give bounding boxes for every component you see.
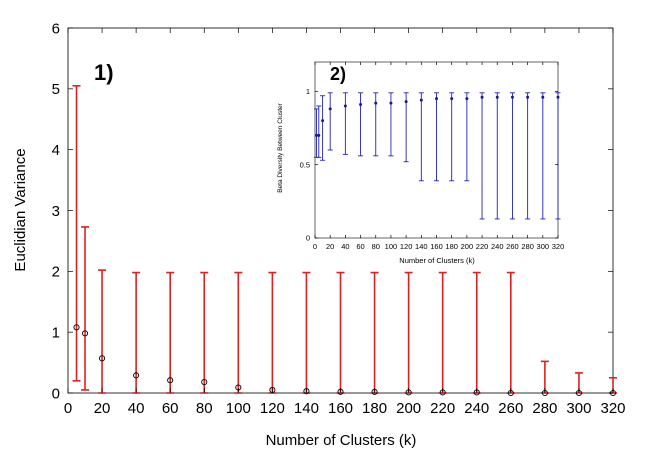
inset-data-point bbox=[315, 133, 319, 137]
main-x-tick-label: 60 bbox=[162, 400, 179, 417]
inset-data-point bbox=[321, 119, 325, 123]
inset-data-point bbox=[359, 103, 363, 107]
inset-y-tick-label: 0 bbox=[306, 234, 310, 243]
main-x-tick-label: 20 bbox=[94, 400, 111, 417]
inset-x-tick-label: 60 bbox=[356, 242, 364, 251]
inset-data-point bbox=[404, 100, 408, 104]
main-y-tick-label: 2 bbox=[52, 264, 60, 281]
inset-x-tick-label: 240 bbox=[491, 242, 504, 251]
main-y-tick-label: 3 bbox=[52, 203, 60, 220]
main-x-ticks: 0 20 40 60 80 100 120 140 160 180 200 220 240 260 280 3… bbox=[64, 28, 626, 417]
main-x-tick-label: 200 bbox=[396, 400, 421, 417]
inset-x-tick-label: 300 bbox=[537, 242, 550, 251]
main-y-tick-label: 0 bbox=[52, 385, 60, 402]
inset-x-tick-label: 140 bbox=[415, 242, 428, 251]
inset-data-point bbox=[510, 95, 514, 99]
inset-errorbars bbox=[314, 92, 561, 220]
inset-panel-label: 2) bbox=[330, 64, 346, 84]
inset-x-tick-label: 260 bbox=[506, 242, 519, 251]
main-data-point bbox=[81, 330, 89, 337]
inset-x-tick-label: 180 bbox=[445, 242, 458, 251]
main-data-point bbox=[133, 372, 140, 379]
inset-x-tick-label: 320 bbox=[552, 242, 565, 251]
main-x-tick-label: 120 bbox=[260, 400, 285, 417]
main-x-tick-label: 140 bbox=[294, 400, 319, 417]
main-x-tick-label: 280 bbox=[532, 400, 557, 417]
main-errorbars bbox=[72, 84, 617, 394]
main-y-tick-label: 1 bbox=[52, 324, 60, 341]
main-y-axis-label: Euclidian Variance bbox=[12, 148, 29, 271]
inset-y-tick-label: 1 bbox=[306, 87, 310, 96]
inset-x-tick-label: 20 bbox=[326, 242, 334, 251]
main-y-tick-label: 5 bbox=[52, 81, 60, 98]
inset-x-tick-label: 0 bbox=[313, 242, 317, 251]
main-points bbox=[73, 324, 617, 397]
inset-data-point bbox=[541, 95, 545, 99]
main-y-ticks: 0 1 2 3 4 5 6 bbox=[52, 20, 613, 402]
inset-x-tick-label: 220 bbox=[476, 242, 489, 251]
inset-y-tick-label: 0.5 bbox=[300, 160, 310, 169]
main-data-point bbox=[201, 378, 208, 386]
inset-x-tick-label: 200 bbox=[461, 242, 474, 251]
main-x-tick-label: 260 bbox=[498, 400, 523, 417]
main-y-tick-label: 6 bbox=[52, 20, 60, 37]
inset-x-tick-label: 280 bbox=[521, 242, 534, 251]
main-panel-label: 1) bbox=[94, 60, 114, 85]
main-data-point bbox=[99, 355, 106, 362]
main-x-tick-label: 240 bbox=[464, 400, 489, 417]
main-x-tick-label: 160 bbox=[328, 400, 353, 417]
inset-x-tick-label: 100 bbox=[385, 242, 398, 251]
inset-data-point bbox=[526, 95, 530, 99]
inset-data-point bbox=[450, 97, 454, 101]
main-x-axis-label: Number of Clusters (k) bbox=[266, 432, 417, 449]
main-x-tick-label: 0 bbox=[64, 400, 72, 417]
inset-points bbox=[315, 95, 560, 137]
main-x-tick-label: 80 bbox=[196, 400, 213, 417]
inset-data-point bbox=[389, 101, 393, 105]
inset-data-point bbox=[435, 97, 438, 101]
inset-data-point bbox=[480, 95, 484, 99]
main-x-tick-label: 40 bbox=[128, 400, 145, 417]
inset-y-axis-label: Beta Diversity Between Cluster bbox=[277, 102, 284, 192]
inset-x-axis-label: Number of Clusters (k) bbox=[399, 256, 475, 265]
main-x-tick-label: 180 bbox=[362, 400, 387, 417]
main-data-point bbox=[167, 377, 174, 384]
inset-x-tick-label: 80 bbox=[372, 242, 380, 251]
inset-data-point bbox=[419, 98, 423, 102]
inset-data-point bbox=[328, 107, 332, 111]
inset-x-tick-label: 40 bbox=[341, 242, 349, 251]
inset-data-point bbox=[495, 95, 499, 99]
inset-x-ticks: 0 20 40 60 80 100 120 140 160 180 200 220 240 260 280 3… bbox=[313, 62, 564, 251]
main-y-tick-label: 4 bbox=[52, 142, 60, 159]
inset-data-point bbox=[465, 97, 469, 101]
inset-y-ticks: 00.51 bbox=[300, 87, 558, 243]
main-x-tick-label: 220 bbox=[430, 400, 455, 417]
inset-data-point bbox=[374, 101, 378, 105]
inset-x-tick-label: 120 bbox=[400, 242, 413, 251]
main-x-tick-label: 100 bbox=[226, 400, 251, 417]
inset-data-point bbox=[556, 95, 560, 99]
main-data-point bbox=[73, 324, 80, 331]
inset-data-point bbox=[317, 133, 321, 137]
main-x-tick-label: 300 bbox=[566, 400, 591, 417]
inset-data-point bbox=[343, 104, 347, 108]
inset-x-tick-label: 160 bbox=[430, 242, 443, 251]
main-x-tick-label: 320 bbox=[600, 400, 625, 417]
